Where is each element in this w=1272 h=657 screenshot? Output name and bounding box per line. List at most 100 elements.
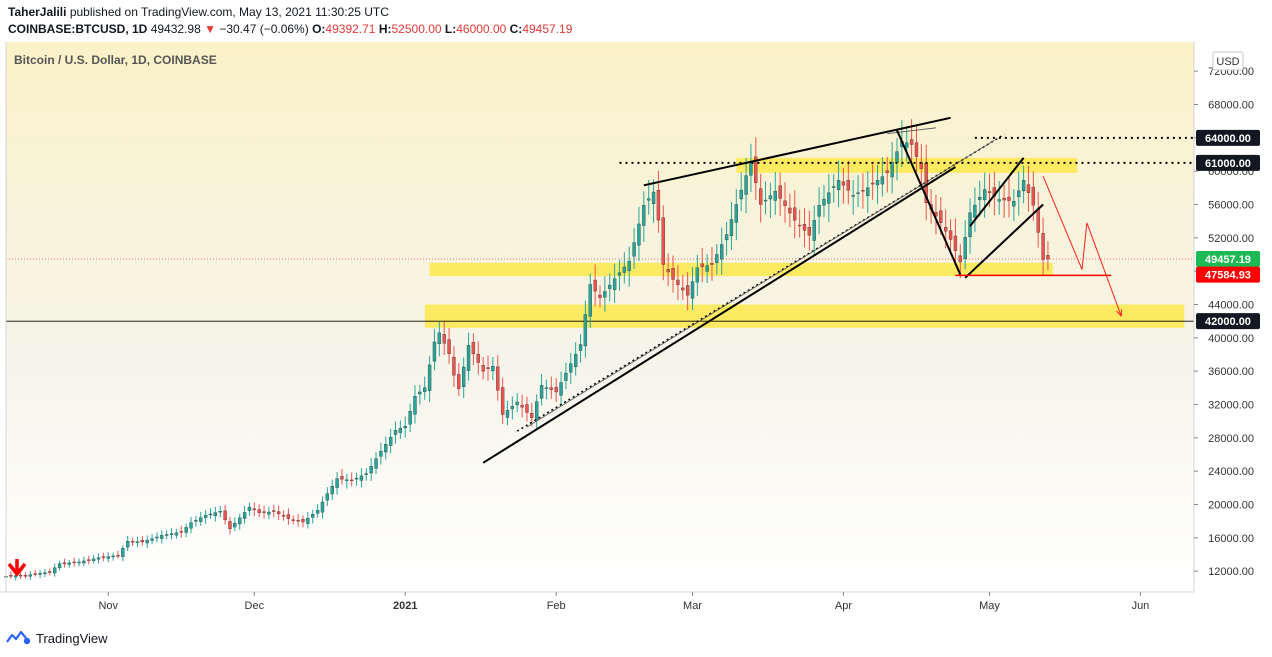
footer-brand[interactable]: TradingView	[6, 628, 108, 648]
candle-body	[656, 190, 661, 221]
candle-body	[481, 365, 485, 372]
candle-body	[608, 284, 612, 289]
candle-body	[145, 540, 149, 544]
candle-body	[671, 267, 675, 280]
candle-body	[101, 556, 106, 558]
candle-body	[535, 401, 539, 420]
publisher-line: TaherJalili published on TradingView.com…	[8, 5, 389, 19]
candle-body	[57, 563, 62, 568]
candle-body	[778, 185, 782, 199]
candle-body	[359, 475, 364, 481]
candle-body	[1041, 233, 1045, 260]
candle-body	[885, 170, 889, 173]
candle-body	[140, 540, 144, 543]
candle-body	[832, 186, 836, 188]
candle-body	[603, 291, 607, 298]
candle-body	[1031, 186, 1035, 206]
price-badge-red-line	[1196, 266, 1260, 283]
y-tick-label: 56000.00	[1208, 200, 1254, 212]
candle-body	[408, 411, 412, 425]
candle-body	[724, 234, 729, 241]
candle-body	[1026, 184, 1031, 193]
candle-body	[413, 396, 417, 415]
candle-body	[622, 266, 627, 273]
candle-body	[729, 219, 734, 237]
candle-body	[958, 255, 962, 263]
candle-body	[1007, 196, 1011, 201]
candle-body	[320, 501, 325, 513]
candle-body	[281, 515, 286, 517]
candle-body	[311, 514, 315, 518]
price-badge-label: 42000.00	[1205, 316, 1251, 328]
candle-body	[559, 382, 563, 396]
candle-body	[510, 406, 515, 410]
candle-body	[681, 287, 685, 291]
candle-body	[515, 401, 519, 406]
candle-body	[939, 210, 943, 223]
red-arrow-marker	[7, 559, 27, 576]
y-tick-label: 44000.00	[1208, 300, 1254, 312]
price-chart[interactable]: Bitcoin / U.S. Dollar, 1D, COINBASE 1200…	[0, 42, 1272, 620]
author-name[interactable]: TaherJalili	[8, 5, 67, 19]
candle-body	[286, 514, 291, 519]
channel-top-line	[969, 157, 1025, 227]
candle-body	[793, 207, 797, 221]
currency-button[interactable]: USD	[1212, 51, 1244, 71]
close-value: 49457.19	[522, 22, 573, 36]
candle-body	[637, 223, 641, 246]
resistance-zone-61000	[736, 157, 1078, 173]
candle-body	[953, 235, 958, 251]
candle-body	[228, 521, 232, 529]
candle-body	[233, 523, 237, 528]
candle-body	[627, 261, 631, 271]
candle-body	[836, 180, 841, 191]
candle-body	[72, 561, 76, 564]
candle-body	[1017, 190, 1021, 197]
candle-body	[388, 437, 393, 446]
candle-body	[715, 254, 719, 263]
candle-body	[812, 220, 816, 241]
candle-body	[861, 190, 865, 192]
candle-body	[427, 364, 432, 391]
candle-body	[856, 192, 860, 194]
candle-body	[242, 512, 247, 519]
x-tick-label: Jun	[1132, 600, 1150, 612]
candle-body	[91, 558, 96, 561]
candle-body	[379, 451, 383, 457]
drop-line	[896, 129, 962, 275]
candle-body	[617, 272, 622, 276]
low-label: L:	[444, 22, 457, 36]
candle-body	[676, 279, 680, 285]
support-zone-42000	[424, 304, 1185, 328]
candle-body	[807, 227, 812, 236]
candle-body	[505, 410, 510, 418]
candle-body	[48, 571, 52, 573]
candle-body	[720, 244, 724, 260]
y-tick-label: 24000.00	[1208, 466, 1254, 478]
candle-body	[710, 263, 714, 265]
candle-body	[174, 532, 179, 536]
candle-body	[116, 555, 120, 557]
candle-body	[325, 493, 330, 501]
candle-body	[700, 263, 704, 267]
candle-body	[666, 269, 670, 273]
candle-body	[462, 366, 466, 387]
candle-body	[987, 191, 992, 193]
candle-body	[135, 541, 140, 543]
candle-body	[963, 237, 967, 259]
candle-body	[851, 195, 855, 197]
candle-body	[38, 573, 42, 575]
candle-body	[754, 156, 758, 183]
candle-body	[520, 404, 524, 408]
candle-body	[564, 372, 568, 381]
candle-body	[948, 230, 953, 240]
candle-body	[1002, 197, 1006, 201]
candle-body	[384, 444, 388, 453]
chart-container[interactable]: Bitcoin / U.S. Dollar, 1D, COINBASE 1200…	[0, 42, 1272, 620]
candle-body	[880, 176, 885, 185]
uptrend-thin-line	[526, 139, 995, 428]
symbol-label: COINBASE:BTCUSD, 1D	[8, 22, 148, 36]
y-tick-label: 12000.00	[1208, 566, 1254, 578]
candle-body	[875, 180, 880, 186]
x-tick-label: May	[979, 600, 1000, 612]
